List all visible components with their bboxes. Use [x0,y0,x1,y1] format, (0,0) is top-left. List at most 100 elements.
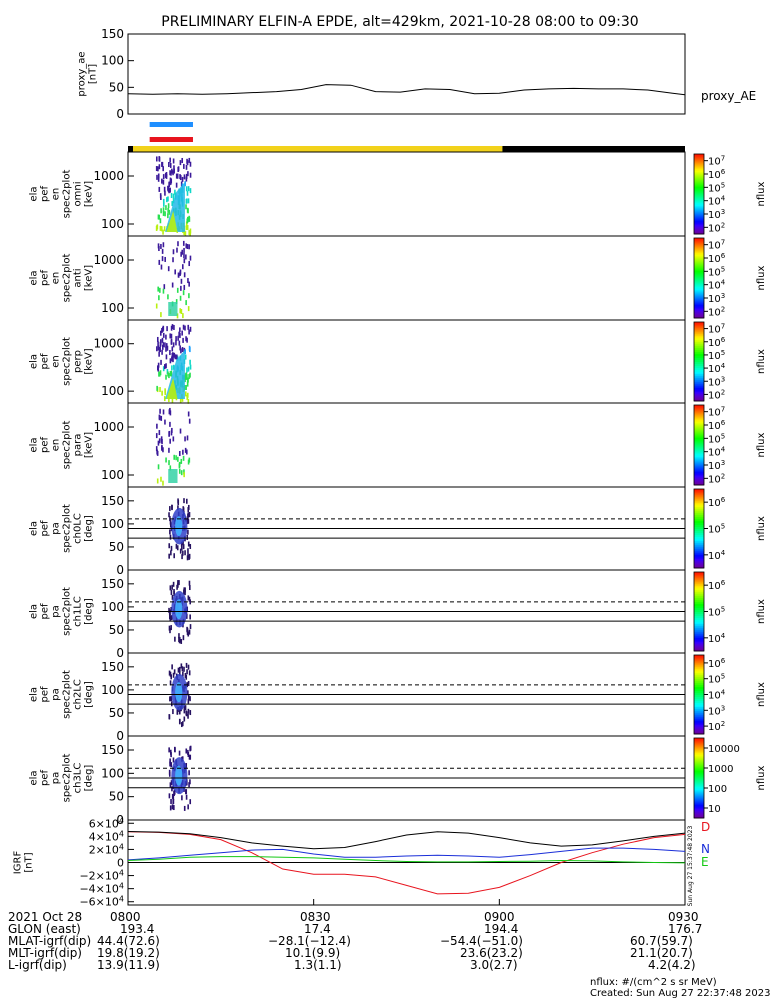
energy-colorbar-1-ticklabel: 107 [708,239,725,252]
energy-colorbar-0-slice [694,154,704,157]
energy-flux-cell [188,329,190,335]
energy-flux-cell [172,357,174,363]
energy-flux-cell [163,364,166,370]
pitch-flux-cell [183,498,185,504]
energy-colorbar-2-slice [694,343,704,347]
pitch-spectrogram-0 [128,498,685,561]
igrf-ylabel-0: IGRF [13,851,24,875]
energy-flux-cell [169,162,172,168]
energy-flux-cell [189,172,192,178]
pitch-colorbar-2-slice [694,700,704,703]
energy-colorbar-1-slice [694,296,704,299]
energy-colorbar-1-slice [694,288,704,291]
pitch-flux-cell [169,761,171,767]
energy-flux-cell [176,287,179,293]
energy-flux-cell [189,347,191,353]
pitch-flux-cell [180,638,183,644]
pitch-colorbar-1-slice [694,637,704,640]
energy-flux-cell [161,344,164,350]
pitch-flux-cell [182,550,184,556]
energy-flux-cell [169,333,172,339]
energy-flux-cell [184,447,187,453]
energy-flux-cell [167,196,169,202]
energy-flux-cell [184,349,186,355]
pitch-colorbar-0-slice [694,530,704,533]
energy-flux-low-energy [166,211,178,232]
pitch-flux-cell [186,498,188,504]
pitch-flux-cell [169,671,172,677]
energy-flux-cell [169,179,172,185]
energy-flux-cell [155,156,158,162]
pitch-colorbar-0-slice [694,534,704,537]
pitch-ylabel-2-1: pef [40,686,51,703]
pitch-ylabel-0-5: [deg] [84,515,95,542]
energy-colorbar-1-slice [694,290,704,293]
pitch-ytick-label: 100 [101,766,124,780]
energy-flux-cell [168,447,170,453]
energy-colorbar-3-slice [694,407,704,410]
energy-flux-cell [164,390,167,396]
pitch-colorbar-2-slice [694,692,704,695]
pitch-colorbar-2-slice [694,656,704,660]
energy-colorbar-3-slice [694,481,704,484]
pitch-colorbar-3-slice [694,814,704,817]
energy-flux-cell [173,352,176,358]
energy-flux-cell [188,374,190,380]
energy-flux-cell [171,282,174,288]
energy-colorbar-1-slice [694,272,704,275]
energy-flux-cell [160,437,163,443]
energy-ylabel-0-0: ela [29,186,40,201]
energy-colorbar-2-slice [694,349,704,353]
energy-colorbar-2-slice [694,322,704,325]
energy-flux-cell [180,348,182,354]
pitch-flux-cell [187,529,189,535]
energy-flux-cell [175,299,178,305]
pitch-colorbar-3-slice [694,770,704,773]
pitch-flux-cell [181,554,183,560]
pitch-colorbar-2-slice [694,688,704,692]
pitch-colorbar-1-slice [694,609,704,612]
energy-colorbar-3-slice [694,479,704,482]
energy-flux-cell [158,430,161,436]
proxy-ae-series-label: proxy_AE [701,89,756,103]
pitch-colorbar-2-slice [694,712,704,715]
pitch-colorbar-2-slice [694,726,704,729]
energy-colorbar-3-slice [694,457,704,460]
pitch-colorbar-3-slice [694,790,704,793]
energy-flux-cell [165,343,168,349]
energy-colorbar-1-slice [694,310,704,313]
footer-label-mlt: MLT-igrf(dip) [8,946,82,960]
pitch-flux-cell [187,504,190,510]
pitch-colorbar-3-slice [694,782,704,785]
pitch-flux-cell [185,794,188,800]
energy-flux-cell [165,363,167,369]
energy-flux-cell [173,168,175,174]
pitch-colorbar-0-slice [694,560,704,563]
energy-colorbar-3-slice [694,415,704,418]
energy-colorbar-3-label: nflux [756,432,767,457]
science-zone-bar-blue [149,122,193,127]
energy-colorbar-1-slice [694,292,704,295]
pitch-colorbar-2-slice [694,724,704,727]
energy-flux-cell [162,288,165,294]
energy-flux-cell [175,340,177,346]
pitch-colorbar-2-slice [694,720,704,723]
energy-colorbar-0-slice [694,176,704,179]
pitch-flux-cell [174,746,176,752]
energy-flux-cell [179,308,182,314]
footer-time-0900: 0900 [484,910,515,924]
pitch-flux-cell [189,585,191,591]
pitch-flux-cell [183,705,186,711]
energy-flux-cell [171,346,174,352]
energy-colorbar-0-slice [694,186,704,189]
energy-colorbar-0-slice [694,158,704,161]
pitch-colorbar-2-slice [694,680,704,684]
energy-colorbar-1-slice [694,252,704,255]
energy-flux-cell [161,390,163,396]
energy-flux-cell [183,230,185,236]
ae-ytick-label: 150 [101,27,124,41]
energy-flux-cell [158,371,160,377]
igrf-legend-e: E [701,855,709,869]
pitch-flux-cell [187,553,189,559]
energy-flux-cell [160,330,162,336]
